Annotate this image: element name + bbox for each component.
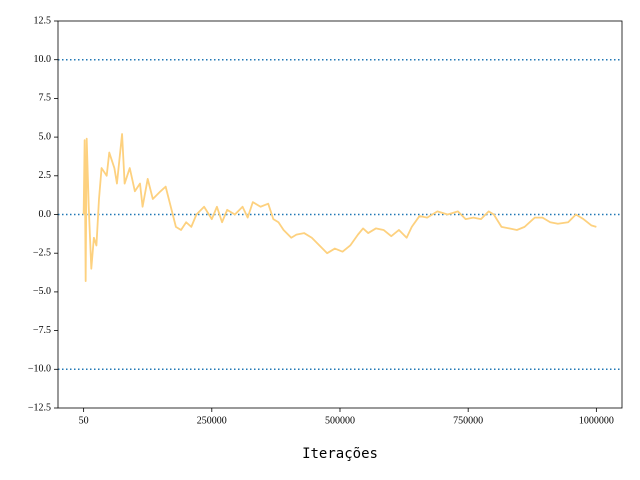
y-tick-label: −2.5 bbox=[33, 247, 51, 258]
data-line bbox=[82, 133, 597, 282]
y-tick-label: 10.0 bbox=[34, 54, 52, 65]
y-tick-label: −12.5 bbox=[28, 402, 51, 413]
y-tick-label: 7.5 bbox=[39, 93, 52, 104]
y-tick-label: −5.0 bbox=[33, 286, 51, 297]
y-tick-label: −7.5 bbox=[33, 325, 51, 336]
x-tick-label: 50 bbox=[79, 415, 89, 426]
y-tick-label: 12.5 bbox=[34, 15, 52, 26]
x-tick-label: 750000 bbox=[453, 415, 483, 426]
y-tick-label: 2.5 bbox=[39, 170, 52, 181]
x-tick-label: 250000 bbox=[197, 415, 227, 426]
plot-frame bbox=[57, 20, 623, 409]
x-axis-label: Iterações bbox=[302, 446, 378, 462]
y-tick-label: −10.0 bbox=[28, 364, 51, 375]
y-tick-label: 0.0 bbox=[39, 209, 52, 220]
y-tick-label: 5.0 bbox=[39, 131, 52, 142]
x-tick-label: 1000000 bbox=[579, 415, 614, 426]
x-tick-label: 500000 bbox=[325, 415, 355, 426]
